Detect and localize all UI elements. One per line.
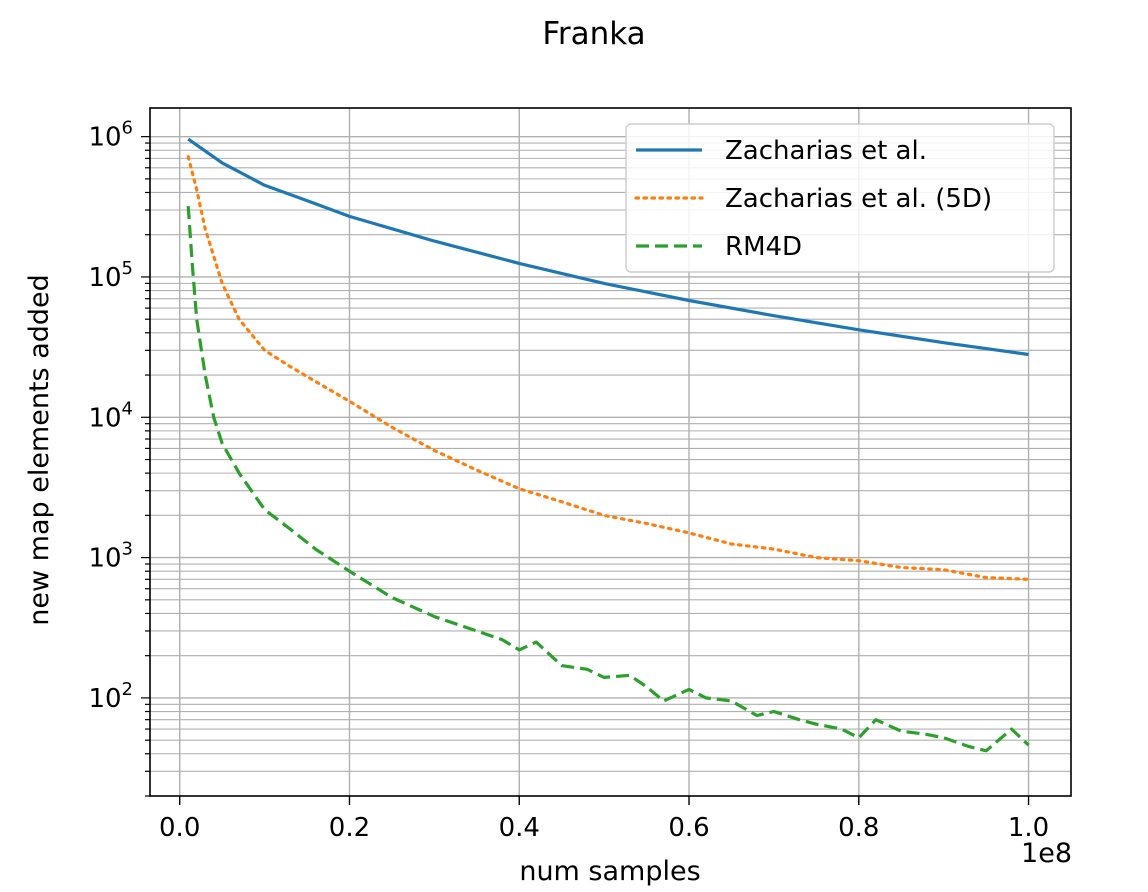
y-tick-label: 102 bbox=[88, 679, 133, 714]
series-line-1 bbox=[187, 137, 1029, 357]
y-tick-label: 103 bbox=[88, 539, 133, 574]
x-tick-label: 1.0 bbox=[1008, 813, 1049, 843]
series-line-2 bbox=[186, 155, 1031, 581]
y-tick-label: 104 bbox=[88, 398, 133, 433]
legend-label: RM4D bbox=[725, 232, 802, 262]
series-lines bbox=[186, 137, 1031, 753]
legend-box bbox=[625, 123, 1055, 273]
x-tick-label: 0.8 bbox=[838, 813, 879, 843]
x-tick-label: 0.2 bbox=[329, 813, 370, 843]
x-tick-label: 0.0 bbox=[159, 813, 200, 843]
y-axis-label: new map elements added bbox=[24, 274, 55, 626]
legend-label: Zacharias et al. (5D) bbox=[725, 184, 992, 214]
axis-ticks: 0.0 0.2 0.4 0.6 0.8 1.0 102 103 104 105 106 bbox=[88, 118, 1049, 843]
y-tick-label: 106 bbox=[88, 118, 133, 153]
x-axis-label: num samples bbox=[519, 856, 700, 887]
legend: Zacharias et al. Zacharias et al. (5D) RM4… bbox=[625, 123, 1055, 273]
chart-title: Franka bbox=[542, 16, 645, 52]
plot-frame bbox=[149, 107, 1072, 797]
legend-label: Zacharias et al. bbox=[725, 136, 927, 166]
series-line-3 bbox=[186, 205, 1030, 753]
x-axis-offset-label: 1e8 bbox=[1021, 838, 1072, 869]
x-tick-label: 0.4 bbox=[499, 813, 540, 843]
x-tick-label: 0.6 bbox=[668, 813, 709, 843]
y-tick-label: 105 bbox=[88, 258, 133, 293]
